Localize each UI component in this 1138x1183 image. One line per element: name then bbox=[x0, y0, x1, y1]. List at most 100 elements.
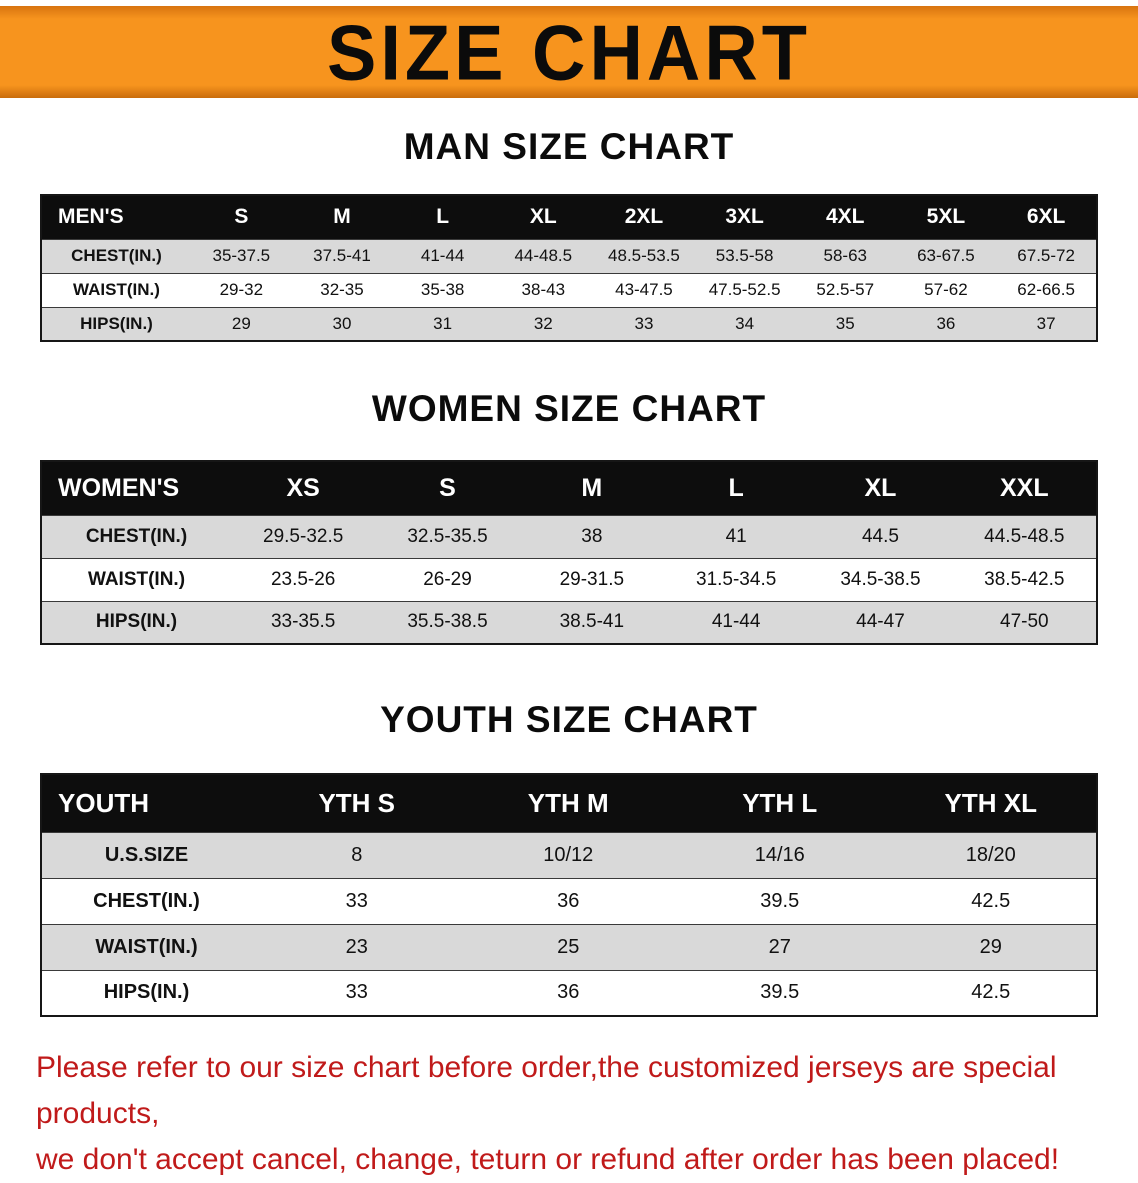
size-value-cell: 30 bbox=[291, 306, 393, 341]
size-value-cell: 27 bbox=[674, 923, 886, 970]
size-value-cell: 47-50 bbox=[952, 600, 1097, 644]
size-value-cell: 44-48.5 bbox=[492, 238, 594, 273]
size-value-cell: 34 bbox=[694, 306, 795, 341]
size-value-cell: 32.5-35.5 bbox=[375, 514, 520, 558]
size-value-cell: 42.5 bbox=[885, 877, 1097, 924]
size-value-cell: 29 bbox=[885, 923, 1097, 970]
size-value-cell: 39.5 bbox=[674, 877, 886, 924]
size-value-cell: 29.5-32.5 bbox=[231, 514, 376, 558]
size-value-cell: 37.5-41 bbox=[291, 238, 393, 273]
size-value-cell: 41 bbox=[663, 514, 809, 558]
table-row: U.S.SIZE 8 10/12 14/16 18/20 bbox=[41, 831, 1097, 878]
table-title-cell: MEN'S bbox=[58, 205, 124, 229]
size-value-cell: 18/20 bbox=[885, 831, 1097, 878]
table-row: WAIST(IN.) 23 25 27 29 bbox=[41, 923, 1097, 970]
row-label-cell: WAIST(IN.) bbox=[41, 557, 231, 601]
size-value-cell: 26-29 bbox=[375, 557, 520, 601]
size-value-cell: 38.5-42.5 bbox=[952, 557, 1097, 601]
page-title: SIZE CHART bbox=[327, 8, 811, 96]
size-value-cell: 43-47.5 bbox=[593, 272, 695, 307]
size-value-cell: 47.5-52.5 bbox=[694, 272, 795, 307]
size-value-cell: 35 bbox=[794, 306, 896, 341]
size-value-cell: 33 bbox=[251, 877, 463, 924]
row-label-cell: CHEST(IN.) bbox=[41, 877, 251, 924]
size-value-cell: 35-38 bbox=[392, 272, 493, 307]
row-label-cell: WAIST(IN.) bbox=[41, 272, 191, 307]
table-title-cell: YOUTH bbox=[58, 787, 149, 818]
size-header-cell: L bbox=[436, 205, 450, 229]
size-value-cell: 36 bbox=[462, 877, 674, 924]
size-header-cell: YTH L bbox=[742, 787, 818, 818]
size-value-cell: 31 bbox=[392, 306, 493, 341]
table-row: HIPS(IN.) 33-35.5 35.5-38.5 38.5-41 41-44 44-… bbox=[41, 600, 1097, 644]
size-value-cell: 23.5-26 bbox=[231, 557, 376, 601]
table-header-row: YOUTH YTH S YTH M YTH L YTH XL bbox=[41, 774, 1097, 832]
table-row: HIPS(IN.) 29 30 31 32 33 34 35 36 37 bbox=[41, 306, 1097, 341]
row-label-cell: HIPS(IN.) bbox=[41, 306, 191, 341]
row-label-cell: HIPS(IN.) bbox=[41, 600, 231, 644]
size-value-cell: 41-44 bbox=[663, 600, 809, 644]
youth-section-heading: YOUTH SIZE CHART bbox=[380, 699, 758, 740]
size-value-cell: 53.5-58 bbox=[694, 238, 795, 273]
size-header-cell: XXL bbox=[1000, 473, 1049, 502]
size-header-cell: YTH XL bbox=[944, 787, 1037, 818]
size-value-cell: 29 bbox=[191, 306, 292, 341]
size-value-cell: 23 bbox=[251, 923, 463, 970]
size-header-cell: M bbox=[333, 205, 351, 229]
size-value-cell: 36 bbox=[462, 969, 674, 1016]
size-value-cell: 38-43 bbox=[492, 272, 594, 307]
row-label-cell: HIPS(IN.) bbox=[41, 969, 251, 1016]
row-label-cell: U.S.SIZE bbox=[41, 831, 251, 878]
size-header-cell: YTH S bbox=[318, 787, 396, 818]
size-header-cell: 4XL bbox=[826, 205, 865, 229]
size-value-cell: 48.5-53.5 bbox=[593, 238, 695, 273]
size-value-cell: 39.5 bbox=[674, 969, 886, 1016]
size-value-cell: 41-44 bbox=[392, 238, 493, 273]
size-value-cell: 32 bbox=[492, 306, 594, 341]
order-disclaimer: Please refer to our size chart before or… bbox=[36, 1045, 1118, 1183]
row-label-cell: CHEST(IN.) bbox=[41, 238, 191, 273]
size-value-cell: 34.5-38.5 bbox=[808, 557, 953, 601]
table-row: CHEST(IN.) 29.5-32.5 32.5-35.5 38 41 44.5 44.5… bbox=[41, 514, 1097, 558]
size-value-cell: 25 bbox=[462, 923, 674, 970]
men-section-heading: MAN SIZE CHART bbox=[403, 126, 735, 167]
disclaimer-line-2: we don't accept cancel, change, teturn o… bbox=[36, 1143, 1060, 1176]
women-section-heading: WOMEN SIZE CHART bbox=[371, 388, 767, 429]
size-header-cell: YTH M bbox=[527, 787, 609, 818]
size-value-cell: 37 bbox=[996, 306, 1097, 341]
size-header-cell: S bbox=[439, 473, 456, 502]
size-header-cell: XL bbox=[529, 205, 557, 229]
size-header-cell: XS bbox=[286, 473, 320, 502]
size-value-cell: 10/12 bbox=[462, 831, 674, 878]
size-value-cell: 31.5-34.5 bbox=[663, 557, 809, 601]
table-row: CHEST(IN.) 33 36 39.5 42.5 bbox=[41, 877, 1097, 924]
size-header-cell: XL bbox=[864, 473, 897, 502]
size-value-cell: 63-67.5 bbox=[895, 238, 997, 273]
size-header-cell: 2XL bbox=[624, 205, 664, 229]
size-value-cell: 36 bbox=[895, 306, 997, 341]
table-header-row: WOMEN'S XS S M L XL XXL bbox=[41, 461, 1097, 515]
size-value-cell: 52.5-57 bbox=[794, 272, 896, 307]
men-size-table: MEN'S S M L XL 2XL 3XL 4XL 5XL 6XL CHEST(IN.) 35-37… bbox=[40, 194, 1098, 342]
size-value-cell: 42.5 bbox=[885, 969, 1097, 1016]
size-value-cell: 44-47 bbox=[808, 600, 953, 644]
size-value-cell: 38.5-41 bbox=[519, 600, 664, 644]
size-value-cell: 14/16 bbox=[674, 831, 886, 878]
size-value-cell: 33 bbox=[251, 969, 463, 1016]
women-size-table: WOMEN'S XS S M L XL XXL CHEST(IN.) 29.5-32.5 32.5… bbox=[40, 460, 1098, 645]
table-row: WAIST(IN.) 23.5-26 26-29 29-31.5 31.5-34.5 34… bbox=[41, 557, 1097, 601]
table-row: CHEST(IN.) 35-37.5 37.5-41 41-44 44-48.5 48.5… bbox=[41, 238, 1097, 273]
size-value-cell: 33-35.5 bbox=[231, 600, 376, 644]
size-value-cell: 67.5-72 bbox=[996, 238, 1097, 273]
size-value-cell: 62-66.5 bbox=[996, 272, 1097, 307]
size-header-cell: L bbox=[728, 473, 744, 502]
size-header-cell: M bbox=[581, 473, 603, 502]
row-label-cell: WAIST(IN.) bbox=[41, 923, 251, 970]
size-value-cell: 35.5-38.5 bbox=[375, 600, 520, 644]
row-label-cell: CHEST(IN.) bbox=[41, 514, 231, 558]
size-value-cell: 44.5 bbox=[808, 514, 953, 558]
size-header-cell: 5XL bbox=[926, 205, 966, 229]
size-value-cell: 38 bbox=[519, 514, 664, 558]
size-header-cell: 3XL bbox=[725, 205, 764, 229]
size-value-cell: 8 bbox=[251, 831, 463, 878]
